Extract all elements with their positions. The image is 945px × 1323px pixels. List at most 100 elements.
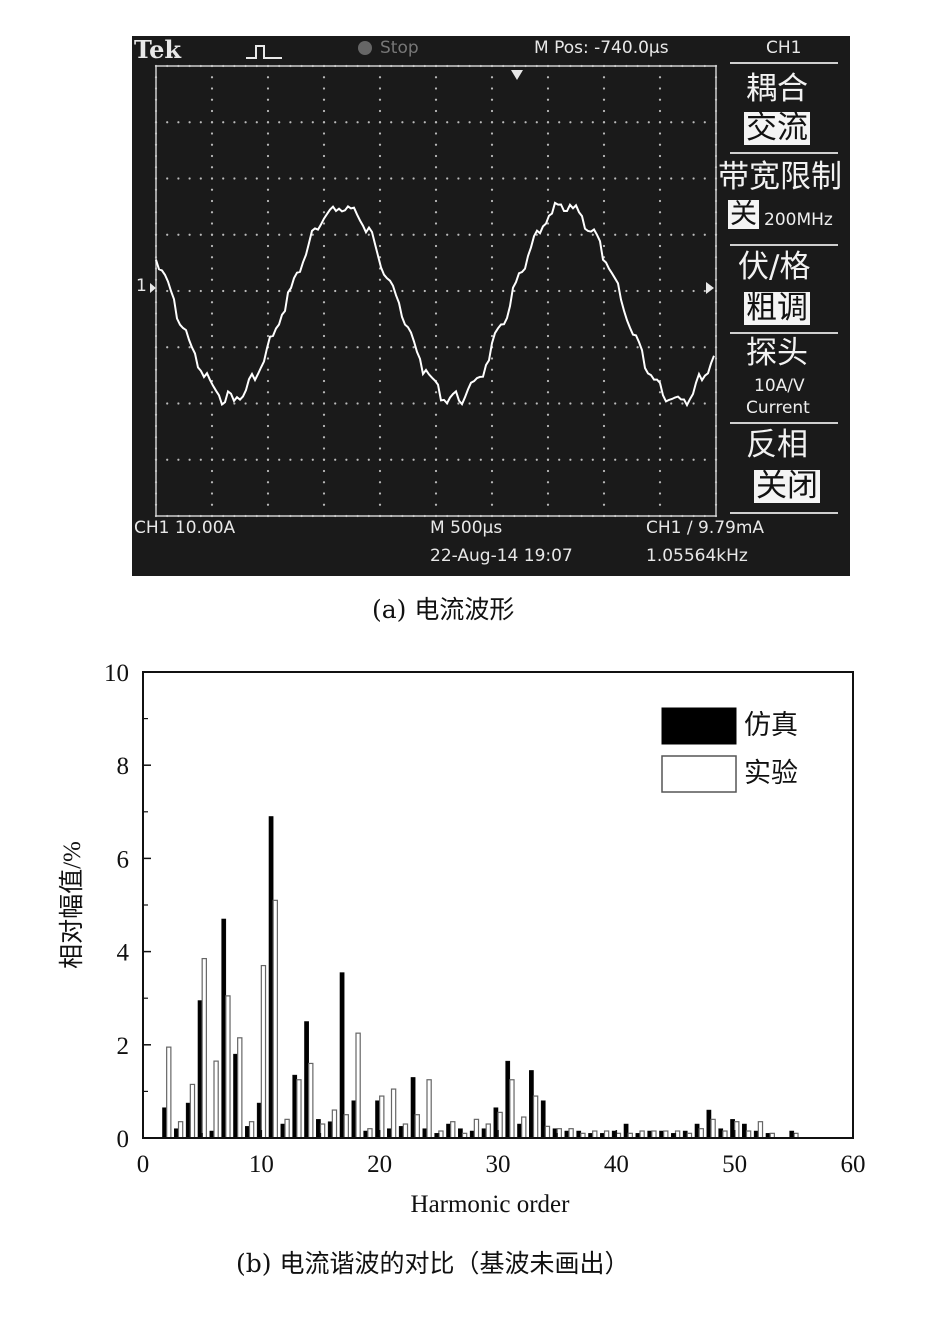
x-tick-label-40: 40 — [604, 1151, 629, 1178]
y-tick-label-10: 10 — [104, 660, 129, 687]
legend: 仿真 实验 — [661, 707, 798, 793]
bar-sim-h7 — [221, 918, 227, 1139]
vdiv-value[interactable]: 粗调 — [744, 290, 810, 326]
bar-exp-h34 — [544, 1125, 551, 1139]
x-tick-label-30: 30 — [486, 1151, 511, 1178]
bar-exp-h7 — [225, 995, 231, 1139]
bar-exp-h38 — [592, 1130, 598, 1139]
bar-sim-h49 — [718, 1128, 724, 1139]
bar-sim-h23 — [410, 1077, 416, 1139]
trigger-position-marker — [511, 70, 523, 80]
y-tick-label-0: 0 — [117, 1126, 130, 1153]
horizontal-position: M Pos: -740.0µs — [534, 38, 669, 58]
x-tick-label-50: 50 — [722, 1151, 747, 1178]
probe-menu-title[interactable]: 探头 — [746, 335, 808, 371]
bar-exp-h19 — [367, 1128, 373, 1139]
legend-label-sim: 仿真 — [744, 710, 798, 740]
bar-sim-h44 — [659, 1130, 664, 1139]
harmonic-bar-chart: 0 10 20 30 40 50 60 0 2 4 6 8 10 Harmonic order 相对幅值… — [58, 660, 866, 1218]
bar-sim-h55 — [789, 1130, 795, 1139]
waveform-display — [150, 64, 718, 518]
bar-sim-h26 — [446, 1123, 451, 1139]
bar-exp-h25 — [438, 1130, 444, 1139]
bar-sim-h16 — [327, 1121, 333, 1139]
bar-sim-h21 — [387, 1128, 392, 1139]
caption-b: (b) 电流谐波的对比（基波未画出） — [236, 1249, 630, 1278]
datetime: 22-Aug-14 19:07 — [430, 546, 573, 566]
bar-exp-h51 — [745, 1130, 752, 1139]
vdiv-menu-title[interactable]: 伏/格 — [738, 249, 811, 285]
bar-exp-h14 — [308, 1062, 314, 1139]
bar-exp-h49 — [722, 1130, 728, 1139]
oscilloscope-screen: Tek Stop M Pos: -740.0µs CH1 1 耦合 交流 带宽限… — [132, 36, 850, 576]
bar-exp-h28 — [473, 1118, 480, 1139]
bar-sim-h17 — [339, 972, 345, 1139]
invert-menu-title[interactable]: 反相 — [746, 427, 808, 463]
trigger-level-marker — [706, 282, 714, 294]
bar-exp-h29 — [485, 1123, 491, 1139]
bar-sim-h22 — [398, 1126, 404, 1139]
bar-exp-h11 — [272, 899, 278, 1139]
bar-exp-h52 — [757, 1121, 764, 1139]
coupling-menu-title[interactable]: 耦合 — [746, 71, 808, 107]
trigger-readout: CH1 ∕ 9.79mA — [646, 518, 765, 538]
bar-exp-h2 — [166, 1046, 172, 1139]
coupling-value[interactable]: 交流 — [744, 110, 810, 146]
bar-exp-h17 — [343, 1114, 349, 1139]
timebase: M 500µs — [430, 518, 503, 538]
bar-sim-h33 — [529, 1070, 534, 1139]
bar-exp-h15 — [319, 1123, 326, 1139]
bar-exp-h48 — [710, 1118, 716, 1139]
bar-exp-h43 — [651, 1130, 657, 1139]
x-tick-label-10: 10 — [249, 1151, 274, 1178]
bar-sim-h52 — [753, 1130, 759, 1139]
legend-label-exp: 实验 — [744, 758, 798, 788]
bar-exp-h39 — [603, 1130, 610, 1139]
bar-sim-h47 — [694, 1123, 700, 1139]
trigger-pulse-icon — [246, 45, 282, 59]
bandwidth-menu-title[interactable]: 带宽限制 — [718, 159, 842, 195]
bar-exp-h22 — [402, 1123, 409, 1139]
bar-exp-h6 — [213, 1060, 219, 1139]
channel-scale: CH1 10.00A — [134, 518, 236, 538]
x-axis-label: Harmonic order — [411, 1191, 571, 1218]
bar-sim-h2 — [162, 1107, 167, 1139]
bar-sim-h34 — [540, 1100, 546, 1139]
bar-sim-h31 — [505, 1060, 511, 1139]
bar-exp-h3 — [177, 1121, 184, 1139]
bar-sim-h37 — [576, 1130, 582, 1139]
bar-exp-h12 — [284, 1118, 290, 1139]
bar-exp-h44 — [663, 1130, 669, 1139]
frequency-readout: 1.05564kHz — [646, 546, 748, 566]
bar-sim-h19 — [363, 1130, 369, 1139]
bar-sim-h48 — [706, 1109, 712, 1139]
bar-exp-h9 — [248, 1121, 255, 1139]
caption-a: (a) 电流波形 — [372, 595, 515, 624]
probe-ratio: 10A/V — [754, 376, 805, 396]
bar-exp-h31 — [509, 1079, 515, 1139]
bar-sim-h12 — [280, 1123, 286, 1139]
bar-sim-h4 — [185, 1102, 191, 1139]
y-tick-label-6: 6 — [117, 846, 130, 873]
bandwidth-value[interactable]: 关 — [728, 199, 759, 230]
bar-exp-h16 — [331, 1109, 338, 1139]
bandwidth-frequency: 200MHz — [764, 210, 833, 230]
bar-exp-h13 — [296, 1079, 302, 1139]
bar-sim-h11 — [268, 816, 274, 1139]
bar-sim-h18 — [351, 1100, 357, 1139]
probe-type: Current — [746, 398, 810, 418]
bar-sim-h35 — [552, 1128, 558, 1139]
bar-exp-h26 — [450, 1121, 456, 1139]
legend-swatch-exp — [661, 755, 737, 793]
bar-sim-h15 — [316, 1119, 321, 1139]
bar-exp-h8 — [237, 1037, 243, 1139]
bar-sim-h5 — [197, 1000, 203, 1139]
invert-value[interactable]: 关闭 — [754, 468, 820, 504]
bar-exp-h21 — [390, 1088, 397, 1139]
bar-sim-h46 — [682, 1130, 688, 1139]
bar-exp-h45 — [674, 1130, 681, 1139]
menu-channel: CH1 — [766, 38, 802, 58]
bar-sim-h8 — [233, 1053, 238, 1139]
x-tick-label-0: 0 — [137, 1151, 150, 1178]
bar-sim-h32 — [517, 1123, 522, 1139]
